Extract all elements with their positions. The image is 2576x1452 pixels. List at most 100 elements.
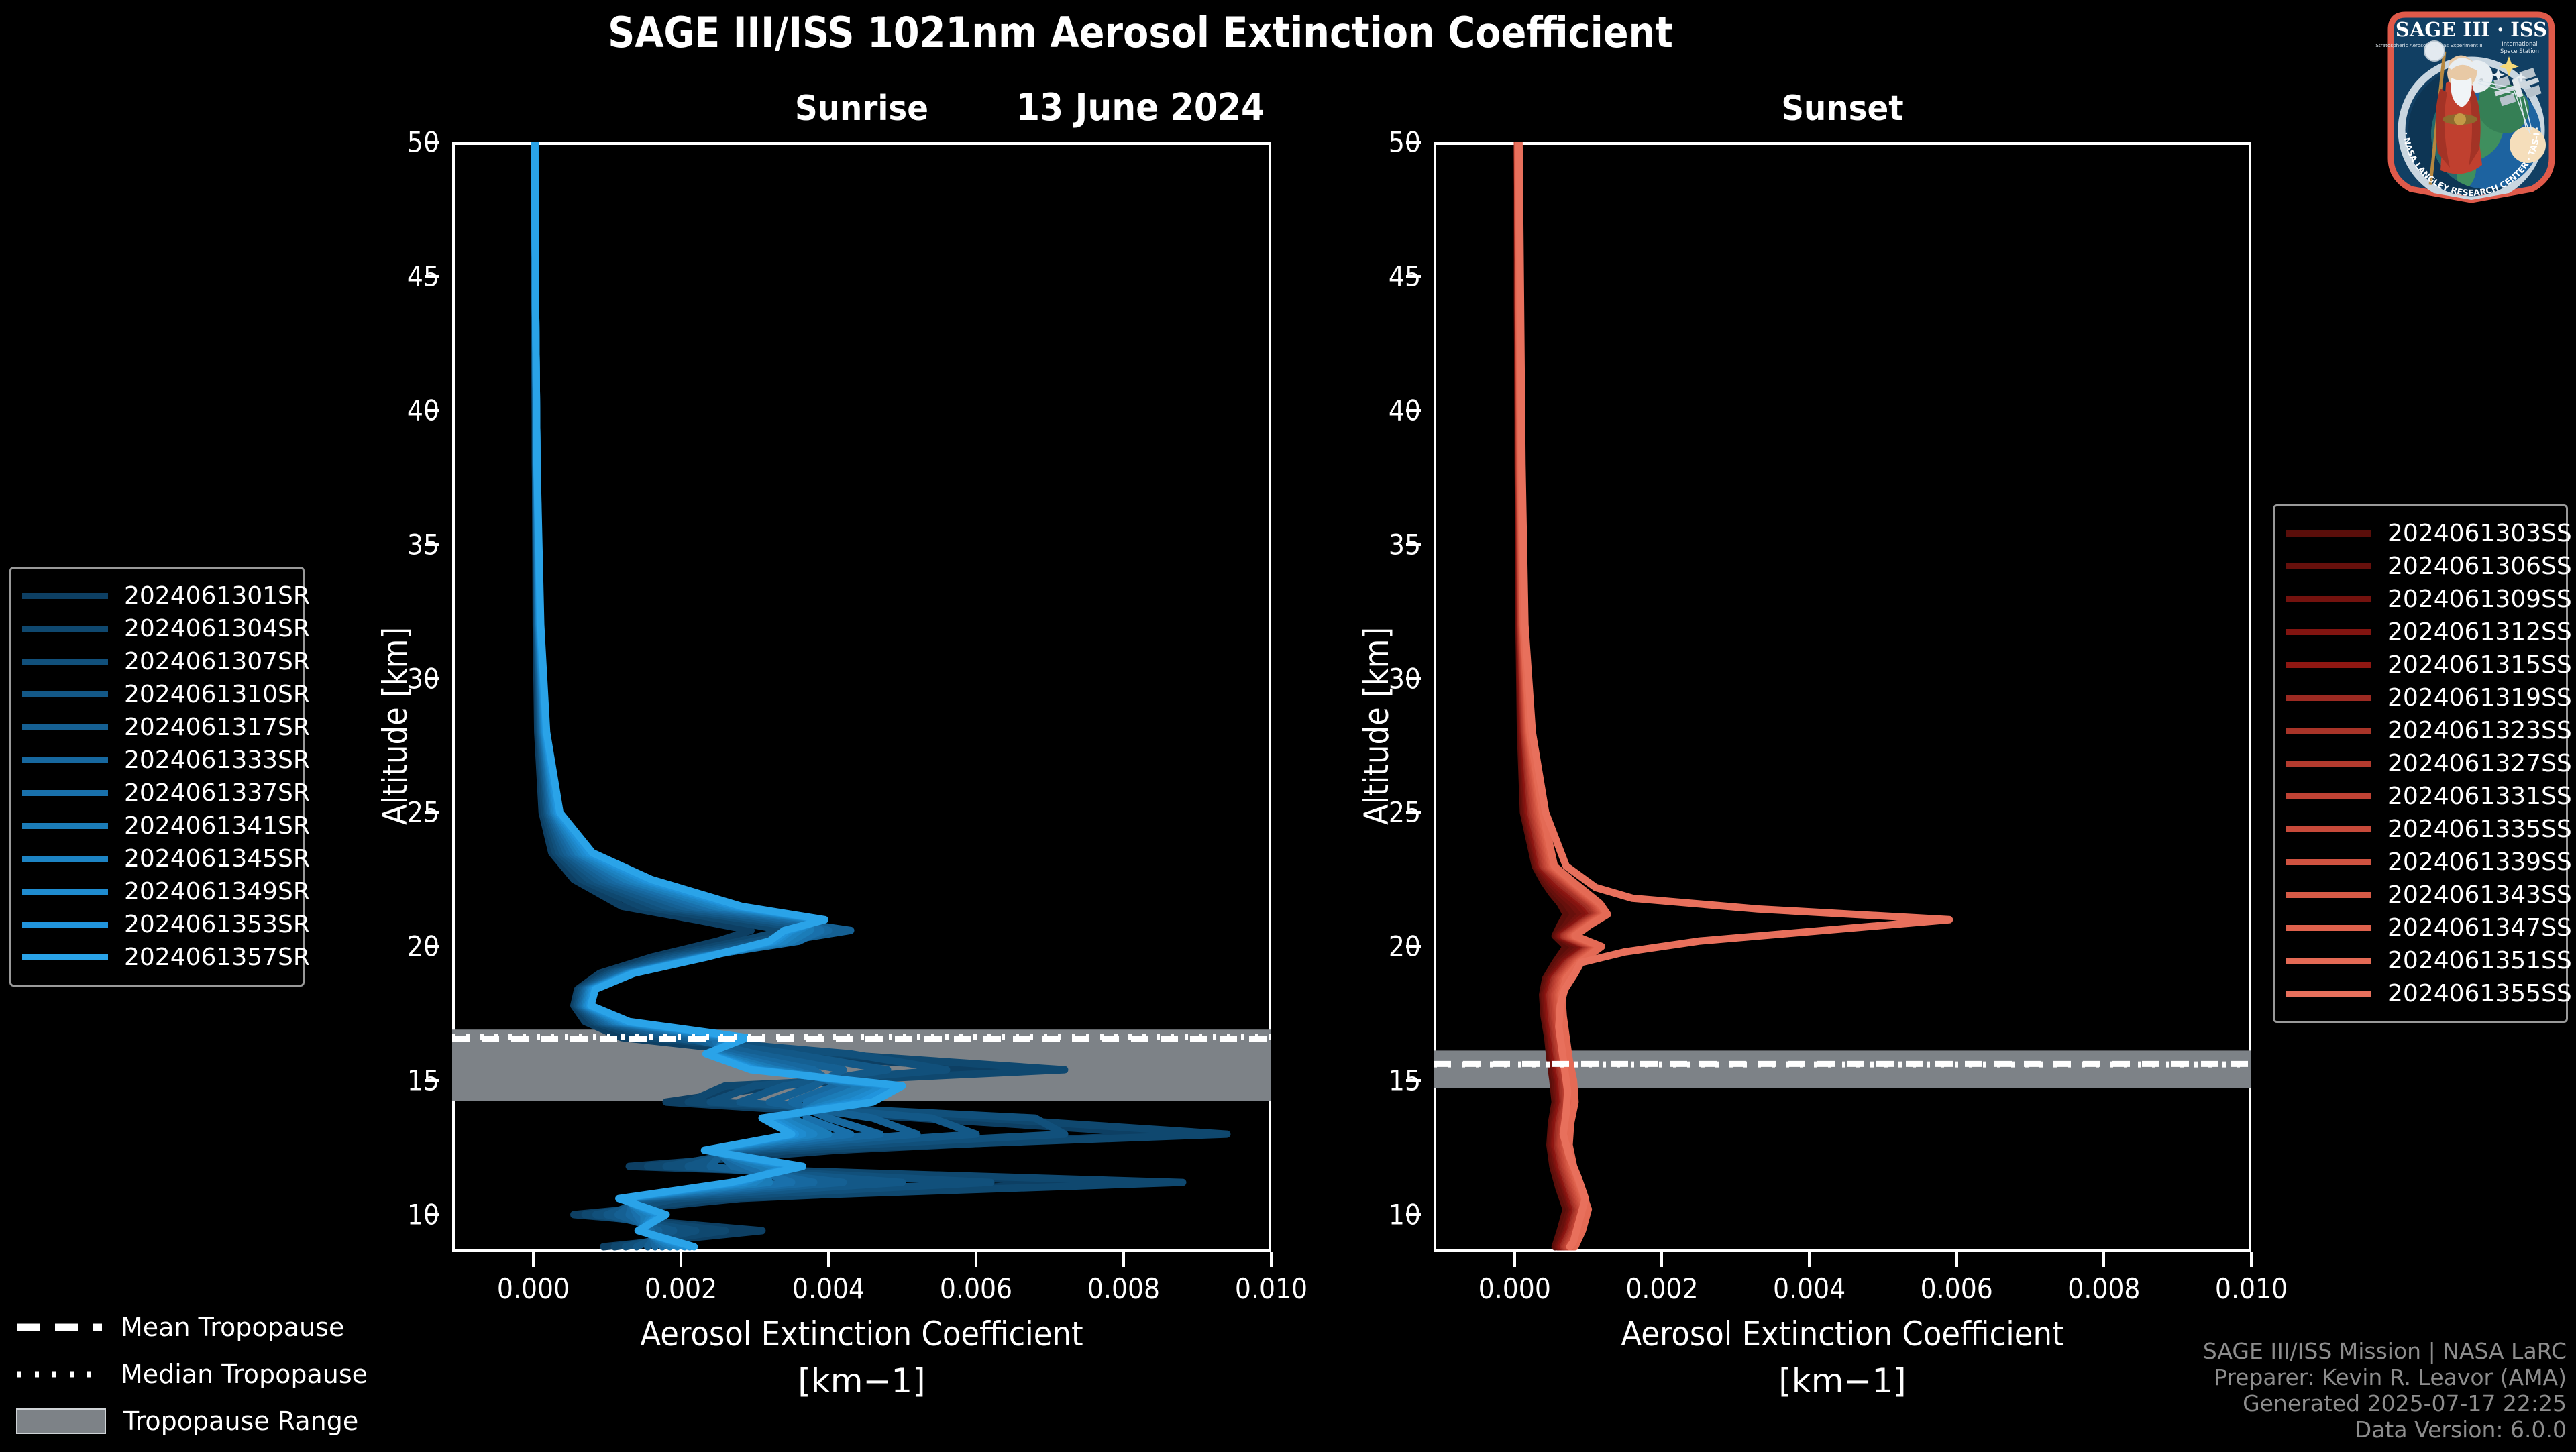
legend-key-glyph xyxy=(16,1364,103,1384)
legend-item[interactable]: 2024061341SR xyxy=(22,809,310,842)
x-tick-label: 0.004 xyxy=(1773,1272,1846,1305)
legend-item[interactable]: 2024061307SR xyxy=(22,645,310,678)
legend-item[interactable]: 2024061310SR xyxy=(22,678,310,711)
sunset-x-axis-label: Aerosol Extinction Coefficient xyxy=(1621,1315,2064,1353)
legend-item-label: 2024061345SR xyxy=(124,845,310,873)
legend-item[interactable]: 2024061343SS xyxy=(2286,879,2572,911)
patch-subtitle-right-2: Space Station xyxy=(2500,48,2539,54)
legend-item-label: 2024061307SR xyxy=(124,648,310,675)
legend-item[interactable]: 2024061301SR xyxy=(22,579,310,612)
legend-item-label: 2024061327SS xyxy=(2387,750,2572,777)
legend-item[interactable]: 2024061309SS xyxy=(2286,583,2572,616)
legend-item-label: 2024061331SS xyxy=(2387,783,2572,810)
legend-color-swatch xyxy=(2286,892,2371,898)
x-tick-label: 0.000 xyxy=(496,1272,570,1305)
legend-item-label: 2024061306SS xyxy=(2387,553,2572,580)
legend-color-swatch xyxy=(22,626,108,632)
legend-color-swatch xyxy=(2286,793,2371,799)
legend-item[interactable]: 2024061323SS xyxy=(2286,714,2572,747)
legend-item-label: 2024061349SR xyxy=(124,878,310,905)
x-tick-label: 0.008 xyxy=(1087,1272,1161,1305)
sunrise-x-axis-label: Aerosol Extinction Coefficient xyxy=(640,1315,1083,1353)
legend-item[interactable]: 2024061337SR xyxy=(22,777,310,809)
legend-item-label: 2024061309SS xyxy=(2387,585,2572,613)
legend-item[interactable]: 2024061317SR xyxy=(22,711,310,744)
y-tick-mark xyxy=(425,1079,439,1082)
legend-item[interactable]: 2024061353SR xyxy=(22,908,310,941)
legend-item[interactable]: 2024061345SR xyxy=(22,842,310,875)
legend-item[interactable]: 2024061304SR xyxy=(22,612,310,645)
legend-key-label: Tropopause Range xyxy=(123,1406,359,1436)
y-tick-mark xyxy=(1406,945,1421,948)
x-tick-mark xyxy=(1660,1252,1664,1267)
y-tick-mark xyxy=(425,543,439,546)
x-tick-mark xyxy=(1122,1252,1125,1267)
legend-color-swatch xyxy=(22,823,108,829)
sunrise-x-axis: 0.000 0.002 0.004 0.006 0.008 0.010 xyxy=(452,1252,1307,1313)
y-tick-mark xyxy=(1406,1213,1421,1217)
sunrise-y-axis: 10 15 20 25 30 35 40 45 50 xyxy=(302,126,439,1252)
sunset-legend[interactable]: 2024061303SS 2024061306SS 2024061309SS 2024… xyxy=(2273,504,2572,1023)
sunrise-legend[interactable]: 2024061301SR 2024061304SR 2024061307SR 2024… xyxy=(9,567,310,987)
legend-item-label: 2024061347SS xyxy=(2387,914,2572,942)
sunset-x-axis-units: [km−1] xyxy=(1778,1361,1907,1400)
x-tick-mark xyxy=(975,1252,977,1267)
x-tick-label: 0.006 xyxy=(939,1272,1013,1305)
legend-item[interactable]: 2024061312SS xyxy=(2286,616,2572,649)
x-tick-mark xyxy=(1955,1252,1958,1267)
x-tick-label: 0.002 xyxy=(644,1272,718,1305)
legend-item[interactable]: 2024061339SS xyxy=(2286,846,2572,879)
legend-color-swatch xyxy=(22,922,108,928)
legend-item[interactable]: 2024061349SR xyxy=(22,875,310,908)
profile-curve xyxy=(531,142,906,1251)
legend-tropopause-range[interactable]: Tropopause Range xyxy=(16,1405,368,1437)
y-tick-mark xyxy=(425,1213,439,1217)
legend-color-swatch xyxy=(2286,662,2371,668)
legend-key-label: Mean Tropopause xyxy=(121,1313,345,1342)
y-tick-mark xyxy=(1406,811,1421,814)
x-tick-mark xyxy=(1808,1252,1811,1267)
legend-item[interactable]: 2024061351SS xyxy=(2286,944,2572,977)
sunset-x-axis: 0.000 0.002 0.004 0.006 0.008 0.010 xyxy=(1434,1252,2288,1313)
credits-block: SAGE III/ISS Mission | NASA LaRC Prepare… xyxy=(2203,1338,2567,1443)
sunset-y-axis-label: Altitude [km] xyxy=(1357,626,1396,825)
legend-color-swatch xyxy=(2286,991,2371,997)
legend-item[interactable]: 2024061335SS xyxy=(2286,813,2572,846)
legend-item[interactable]: 2024061306SS xyxy=(2286,550,2572,583)
legend-color-swatch xyxy=(22,954,108,960)
legend-item[interactable]: 2024061347SS xyxy=(2286,911,2572,944)
y-tick-mark xyxy=(425,274,439,278)
legend-item[interactable]: 2024061333SR xyxy=(22,744,310,777)
legend-item[interactable]: 2024061315SS xyxy=(2286,649,2572,681)
x-tick-label: 0.000 xyxy=(1478,1272,1551,1305)
x-tick-mark xyxy=(2102,1252,2106,1267)
legend-color-swatch xyxy=(22,856,108,862)
legend-item-label: 2024061337SR xyxy=(124,779,310,807)
x-tick-mark xyxy=(1270,1252,1273,1267)
legend-item-label: 2024061319SS xyxy=(2387,684,2572,712)
x-tick-mark xyxy=(532,1252,535,1267)
date-title: 13 June 2024 xyxy=(1016,86,1265,129)
legend-key-glyph xyxy=(16,1317,103,1337)
legend-item[interactable]: 2024061327SS xyxy=(2286,747,2572,780)
sun-icon xyxy=(2510,127,2546,163)
x-tick-mark xyxy=(1513,1252,1516,1267)
x-tick-label: 0.002 xyxy=(1625,1272,1699,1305)
legend-item[interactable]: 2024061355SS xyxy=(2286,977,2572,1010)
legend-color-swatch xyxy=(2286,530,2371,537)
legend-color-swatch xyxy=(2286,563,2371,569)
legend-item[interactable]: 2024061331SS xyxy=(2286,780,2572,813)
legend-median-tropopause[interactable]: Median Tropopause xyxy=(16,1358,368,1390)
legend-color-swatch xyxy=(2286,596,2371,602)
legend-item-label: 2024061341SR xyxy=(124,812,310,840)
sunrise-panel-title: Sunrise xyxy=(794,89,928,129)
y-tick-mark xyxy=(1406,274,1421,278)
legend-item[interactable]: 2024061303SS xyxy=(2286,517,2572,550)
legend-item-label: 2024061303SS xyxy=(2387,520,2572,547)
legend-item[interactable]: 2024061319SS xyxy=(2286,681,2572,714)
legend-color-swatch xyxy=(2286,826,2371,832)
credits-line-4: Data Version: 6.0.0 xyxy=(2354,1416,2567,1443)
legend-mean-tropopause[interactable]: Mean Tropopause xyxy=(16,1311,368,1343)
legend-item-label: 2024061317SR xyxy=(124,714,310,741)
legend-item[interactable]: 2024061357SR xyxy=(22,941,310,974)
